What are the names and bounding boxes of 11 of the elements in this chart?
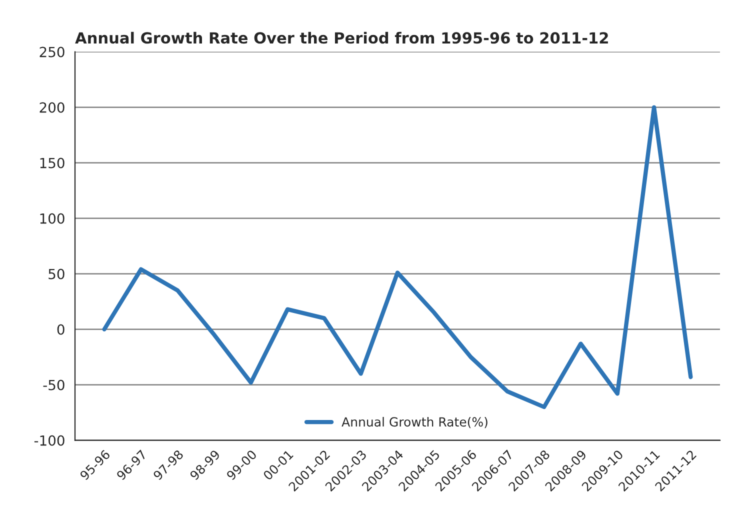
chart-title: Annual Growth Rate Over the Period from 1995-96 to 2011-12 — [75, 32, 608, 44]
y-tick-label: 250 — [40, 46, 64, 58]
line-series — [102, 105, 693, 410]
y-tick-label: 0 — [57, 324, 64, 335]
y-tick-label: 150 — [40, 158, 64, 168]
y-tick-label: -100 — [34, 435, 64, 446]
legend-label: Annual Growth Rate(%) — [342, 416, 488, 428]
y-tick-label: 100 — [40, 213, 64, 224]
y-tick-label: -50 — [43, 380, 64, 390]
y-tick-label: 50 — [48, 268, 64, 280]
y-tick-label: 200 — [40, 102, 64, 113]
